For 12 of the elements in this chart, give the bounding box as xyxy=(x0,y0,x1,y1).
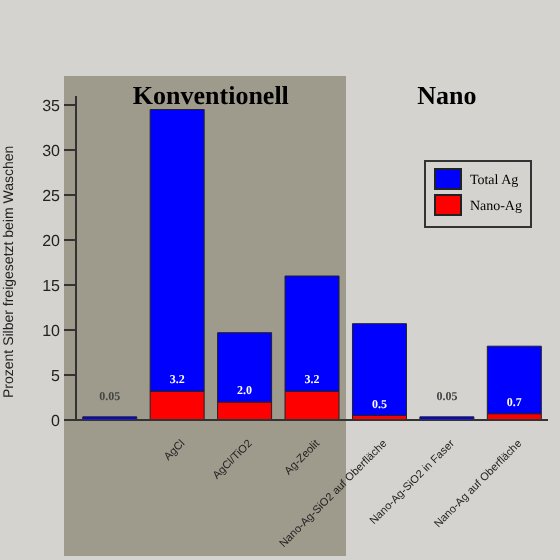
y-tick-label: 20 xyxy=(42,231,62,250)
bar xyxy=(486,345,542,415)
y-tick-label: 5 xyxy=(51,366,62,385)
y-tick-label: 10 xyxy=(42,321,62,340)
y-tick-label: 35 xyxy=(42,96,62,115)
y-tick-label: 15 xyxy=(42,276,62,295)
y-tick-label: 25 xyxy=(42,186,62,205)
y-tick-label: 30 xyxy=(42,141,62,160)
y-tick-label: 0 xyxy=(51,411,62,430)
annotation: Nano xyxy=(415,80,479,112)
annotation: Konventionell xyxy=(130,80,291,112)
bar xyxy=(351,323,407,416)
